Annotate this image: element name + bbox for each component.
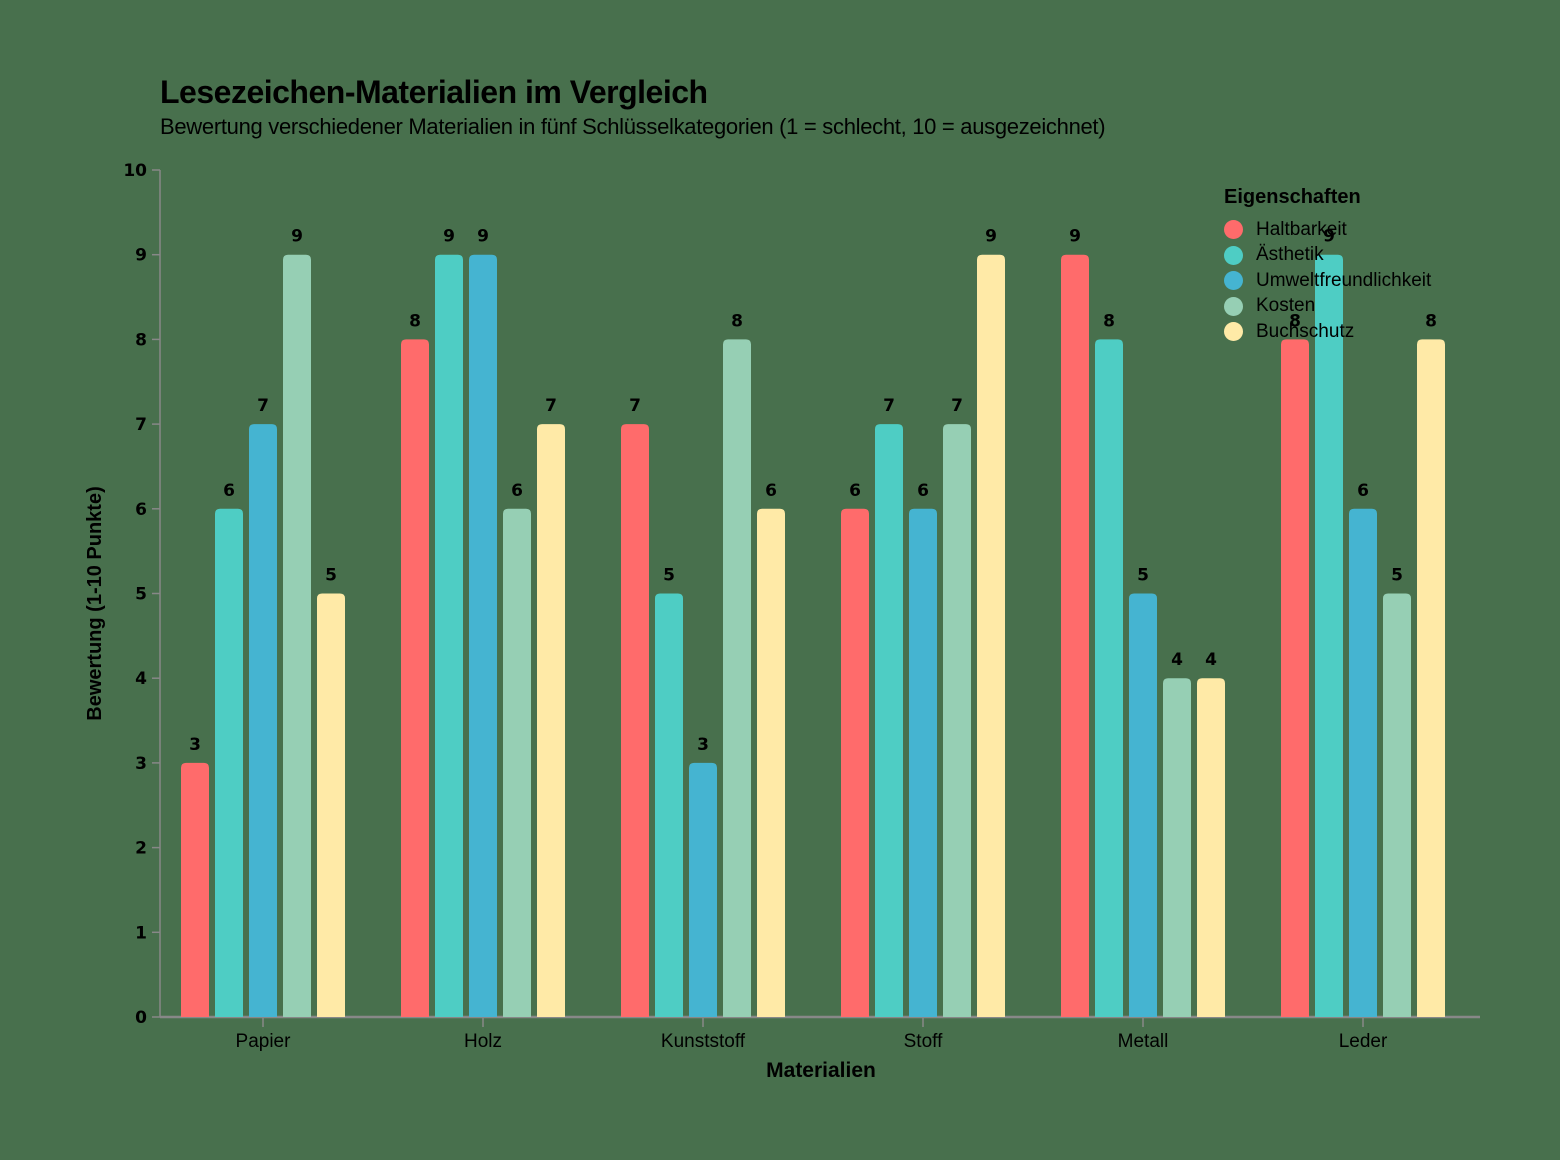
bar-value-label: 7 bbox=[883, 396, 895, 416]
legend-label: Buchschutz bbox=[1256, 320, 1355, 342]
legend-item-buchschutz[interactable]: Buchschutz bbox=[1224, 319, 1431, 345]
bar-value-label: 6 bbox=[511, 481, 523, 501]
y-tick-label: 3 bbox=[135, 754, 147, 774]
bar-value-label: 6 bbox=[223, 481, 235, 501]
bar[interactable] bbox=[655, 593, 683, 1018]
bar-value-label: 3 bbox=[697, 735, 709, 755]
bar-value-label: 5 bbox=[1391, 566, 1403, 586]
bar-value-label: 9 bbox=[443, 227, 455, 247]
x-axis-title: Materialien bbox=[766, 1059, 876, 1082]
bar[interactable] bbox=[841, 508, 869, 1017]
bar-value-label: 5 bbox=[325, 566, 337, 586]
legend-swatch-icon bbox=[1224, 322, 1243, 342]
bar-value-label: 3 bbox=[189, 735, 201, 755]
bar[interactable] bbox=[875, 424, 903, 1018]
legend-item-aesthetik[interactable]: Ästhetik bbox=[1224, 243, 1431, 269]
legend-title: Eigenschaften bbox=[1224, 186, 1361, 208]
bar-value-label: 8 bbox=[409, 311, 421, 331]
legend-item-kosten[interactable]: Kosten bbox=[1224, 294, 1431, 320]
bar-value-label: 9 bbox=[1069, 227, 1081, 247]
bar-value-label: 7 bbox=[257, 396, 269, 416]
legend-swatch-icon bbox=[1224, 245, 1243, 265]
bar[interactable] bbox=[1349, 508, 1377, 1017]
bar-value-label: 7 bbox=[629, 396, 641, 416]
bar-value-label: 5 bbox=[663, 566, 675, 586]
bar[interactable] bbox=[1095, 339, 1123, 1017]
bar[interactable] bbox=[401, 339, 429, 1017]
bar[interactable] bbox=[1129, 593, 1157, 1018]
bar-value-label: 8 bbox=[731, 311, 743, 331]
legend-label: Ästhetik bbox=[1256, 244, 1324, 266]
bar-value-label: 8 bbox=[1103, 311, 1115, 331]
bar[interactable] bbox=[249, 424, 277, 1018]
chart-subtitle: Bewertung verschiedener Materialien in f… bbox=[160, 114, 1106, 139]
y-tick-label: 9 bbox=[135, 246, 147, 266]
bar[interactable] bbox=[435, 254, 463, 1017]
bar-value-label: 6 bbox=[849, 481, 861, 501]
bar[interactable] bbox=[503, 508, 531, 1017]
bar[interactable] bbox=[537, 424, 565, 1018]
legend-item-umweltfreundlichkeit[interactable]: Umweltfreundlichkeit bbox=[1224, 268, 1431, 294]
legend-label: Haltbarkeit bbox=[1256, 218, 1347, 240]
bar[interactable] bbox=[1061, 254, 1089, 1017]
bar-value-label: 4 bbox=[1171, 650, 1183, 670]
bar-value-label: 9 bbox=[477, 227, 489, 247]
x-tick-label: Papier bbox=[236, 1031, 292, 1052]
x-tick-label: Stoff bbox=[904, 1031, 943, 1052]
x-tick-label: Metall bbox=[1118, 1031, 1169, 1052]
x-tick-label: Kunststoff bbox=[661, 1031, 746, 1052]
bar[interactable] bbox=[1383, 593, 1411, 1018]
bar[interactable] bbox=[1281, 339, 1309, 1017]
y-tick-label: 6 bbox=[135, 500, 147, 520]
y-tick-label: 8 bbox=[135, 330, 147, 350]
bar[interactable] bbox=[1197, 678, 1225, 1017]
bar-value-label: 9 bbox=[1323, 227, 1335, 247]
bar-value-label: 6 bbox=[765, 481, 777, 501]
y-tick-label: 1 bbox=[135, 923, 147, 943]
y-tick-label: 10 bbox=[123, 161, 147, 181]
x-tick-label: Leder bbox=[1339, 1031, 1388, 1052]
bar[interactable] bbox=[469, 254, 497, 1017]
y-tick-label: 0 bbox=[135, 1008, 147, 1028]
bar[interactable] bbox=[977, 254, 1005, 1017]
y-tick-label: 2 bbox=[135, 839, 147, 859]
legend-swatch-icon bbox=[1224, 271, 1243, 291]
legend: Eigenschaften Haltbarkeit Ästhetik Umwel… bbox=[1224, 186, 1431, 345]
bar[interactable] bbox=[689, 762, 717, 1017]
x-tick-label: Holz bbox=[464, 1031, 502, 1052]
bar[interactable] bbox=[909, 508, 937, 1017]
bar[interactable] bbox=[283, 254, 311, 1017]
bar-value-label: 7 bbox=[545, 396, 557, 416]
legend-swatch-icon bbox=[1224, 220, 1243, 240]
y-tick-label: 4 bbox=[135, 669, 147, 689]
bar[interactable] bbox=[757, 508, 785, 1017]
bar[interactable] bbox=[1417, 339, 1445, 1017]
y-tick-label: 7 bbox=[135, 415, 147, 435]
y-tick-label: 5 bbox=[135, 585, 147, 605]
bar-value-label: 9 bbox=[985, 227, 997, 247]
legend-label: Umweltfreundlichkeit bbox=[1256, 269, 1432, 291]
bar-value-label: 6 bbox=[1357, 481, 1369, 501]
bar[interactable] bbox=[621, 424, 649, 1018]
bar[interactable] bbox=[723, 339, 751, 1017]
bar-value-label: 4 bbox=[1205, 650, 1217, 670]
bar[interactable] bbox=[215, 508, 243, 1017]
chart-title: Lesezeichen-Materialien im Vergleich bbox=[160, 74, 708, 110]
bar[interactable] bbox=[1315, 254, 1343, 1017]
bar[interactable] bbox=[943, 424, 971, 1018]
bar-value-label: 8 bbox=[1425, 311, 1437, 331]
bar-value-label: 9 bbox=[291, 227, 303, 247]
bar-value-label: 8 bbox=[1289, 311, 1301, 331]
bar[interactable] bbox=[317, 593, 345, 1018]
legend-item-haltbarkeit[interactable]: Haltbarkeit bbox=[1224, 217, 1431, 243]
bar-value-label: 7 bbox=[951, 396, 963, 416]
bar[interactable] bbox=[1163, 678, 1191, 1017]
legend-label: Kosten bbox=[1256, 295, 1316, 317]
bar-value-label: 6 bbox=[917, 481, 929, 501]
bar[interactable] bbox=[181, 762, 209, 1017]
y-axis-title: Bewertung (1-10 Punkte) bbox=[84, 486, 106, 720]
legend-swatch-icon bbox=[1224, 296, 1243, 316]
bar-value-label: 5 bbox=[1137, 566, 1149, 586]
